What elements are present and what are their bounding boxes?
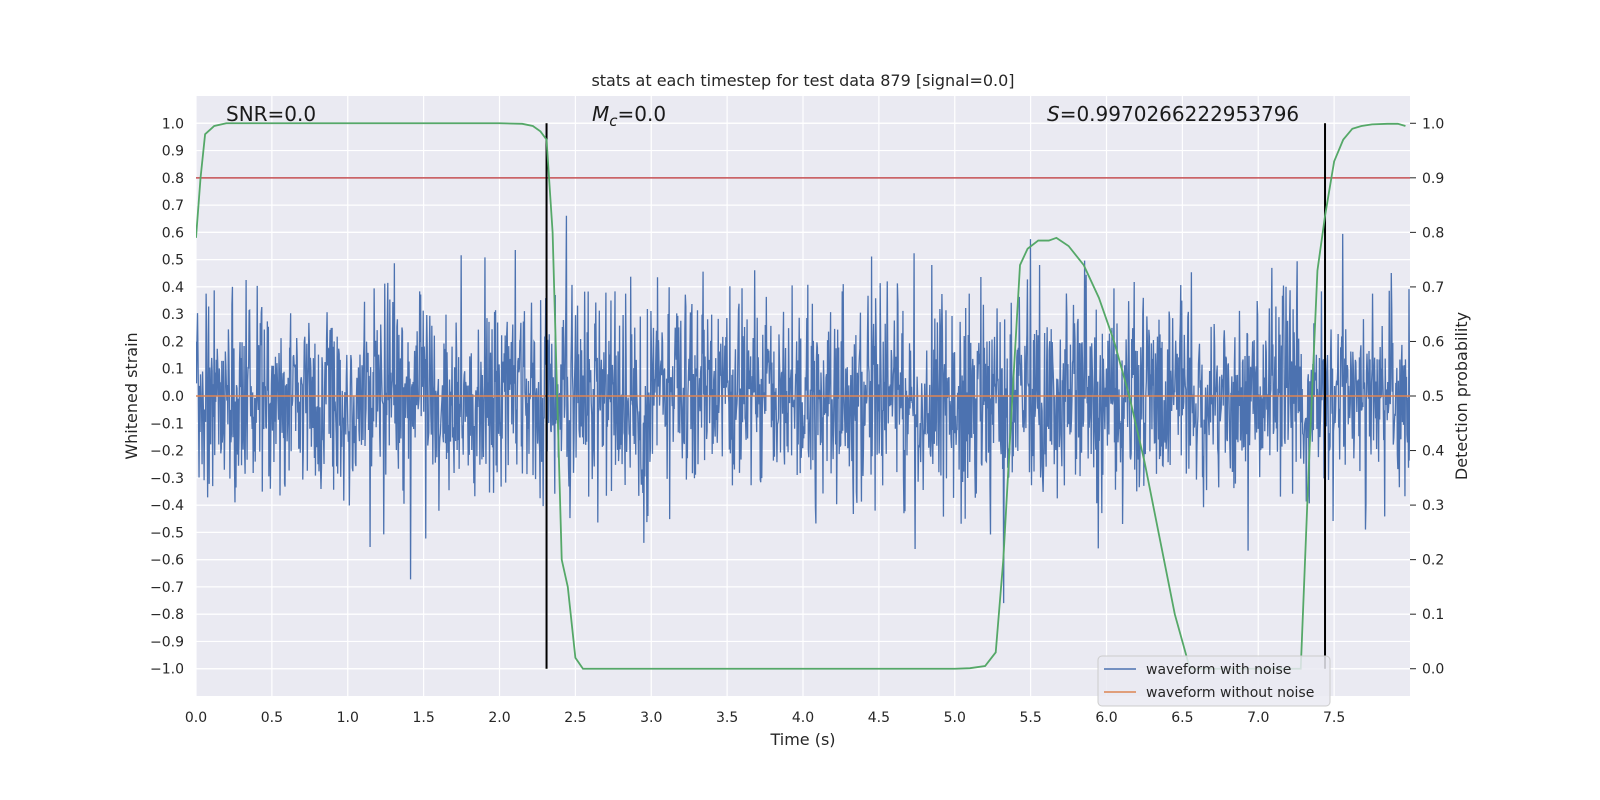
- legend: waveform with noise waveform without noi…: [1097, 655, 1331, 707]
- annotation-score-symbol: S: [1047, 102, 1060, 126]
- annotation-chirp-mass: Mc=0.0: [592, 102, 666, 130]
- y-tick-label: −0.1: [150, 416, 184, 432]
- legend-label-clean: waveform without noise: [1146, 685, 1314, 701]
- y2-axis-label: Detection probability: [1452, 312, 1471, 480]
- x-axis-ticks: 0.0 0.5 1.0 1.5 2.0 2.5 3.0 3.5 4.0 4.5 5.0 5.5 6.0 6…: [185, 710, 1345, 726]
- x-tick-label: 0.5: [261, 710, 283, 726]
- plot-marks: [196, 122, 1410, 670]
- y-tick-label: 0.9: [162, 144, 184, 160]
- x-tick-label: 3.0: [640, 710, 662, 726]
- x-tick-label: 7.5: [1323, 710, 1345, 726]
- y2-tick-label: 0.4: [1422, 444, 1444, 460]
- x-tick-label: 3.5: [716, 710, 738, 726]
- y-axis-ticks: 1.0 0.9 0.8 0.7 0.6 0.5 0.4 0.3 0.2 0.1 0.0 −0.1 −0.…: [150, 116, 184, 677]
- y2-tick-label: 0.8: [1422, 225, 1444, 241]
- y-tick-label: 0.7: [162, 198, 184, 214]
- x-tick-label: 5.0: [944, 710, 966, 726]
- y-tick-label: −0.2: [150, 444, 184, 460]
- y-tick-label: 0.3: [162, 307, 184, 323]
- y2-tick-label: 0.5: [1422, 389, 1444, 405]
- y-tick-label: −0.3: [150, 471, 184, 487]
- y2-tick-label: 1.0: [1422, 116, 1444, 132]
- annotation-chirp-mass-value: =0.0: [618, 102, 667, 126]
- annotation-score: S=0.9970266222953796: [1047, 102, 1299, 126]
- y-tick-label: −0.4: [150, 498, 184, 514]
- y2-tick-label: 0.3: [1422, 498, 1444, 514]
- x-tick-label: 6.5: [1171, 710, 1193, 726]
- y2-tick-label: 0.6: [1422, 334, 1444, 350]
- annotation-score-value: =0.9970266222953796: [1060, 102, 1299, 126]
- y-tick-label: −0.5: [150, 525, 184, 541]
- y-tick-label: 0.5: [162, 253, 184, 269]
- y2-tick-label: 0.7: [1422, 280, 1444, 296]
- legend-label-noise: waveform with noise: [1146, 662, 1291, 678]
- y-tick-label: 0.8: [162, 171, 184, 187]
- x-axis-label: Time (s): [769, 730, 835, 749]
- y-axis-label: Whitened strain: [122, 332, 141, 459]
- y-tick-label: −1.0: [150, 662, 184, 678]
- x-tick-label: 0.0: [185, 710, 207, 726]
- y-tick-label: −0.9: [150, 634, 184, 650]
- x-tick-label: 7.0: [1247, 710, 1269, 726]
- y-tick-label: 0.4: [162, 280, 184, 296]
- y-tick-label: −0.8: [150, 607, 184, 623]
- x-tick-label: 1.5: [412, 710, 434, 726]
- y-tick-label: 0.2: [162, 334, 184, 350]
- annotation-chirp-mass-symbol: M: [592, 102, 609, 126]
- annotation-snr: SNR=0.0: [226, 102, 316, 126]
- y-tick-label: 0.1: [162, 362, 184, 378]
- x-tick-label: 4.5: [868, 710, 890, 726]
- annotation-chirp-mass-subscript: c: [609, 112, 618, 130]
- x-tick-label: 1.0: [337, 710, 359, 726]
- y-tick-label: 0.0: [162, 389, 184, 405]
- y2-tick-label: 0.9: [1422, 171, 1444, 187]
- y-tick-label: 0.6: [162, 225, 184, 241]
- series-waveform-with-noise: [196, 215, 1410, 604]
- x-tick-label: 5.5: [1019, 710, 1041, 726]
- y2-axis-ticks: 1.0 0.9 0.8 0.7 0.6 0.5 0.4 0.3 0.2 0.1 0.0: [1410, 116, 1444, 678]
- chart-title: stats at each timestep for test data 879…: [591, 71, 1014, 90]
- x-tick-label: 6.0: [1095, 710, 1117, 726]
- y2-tick-label: 0.0: [1422, 662, 1444, 678]
- y2-tick-label: 0.2: [1422, 553, 1444, 569]
- x-tick-label: 4.0: [792, 710, 814, 726]
- x-tick-label: 2.0: [488, 710, 510, 726]
- y-tick-label: −0.6: [150, 553, 184, 569]
- x-tick-label: 2.5: [564, 710, 586, 726]
- series-detection-probability: [196, 122, 1406, 670]
- y-tick-label: 1.0: [162, 116, 184, 132]
- legend-box: [1097, 655, 1331, 707]
- y-tick-label: −0.7: [150, 580, 184, 596]
- y2-tick-label: 0.1: [1422, 607, 1444, 623]
